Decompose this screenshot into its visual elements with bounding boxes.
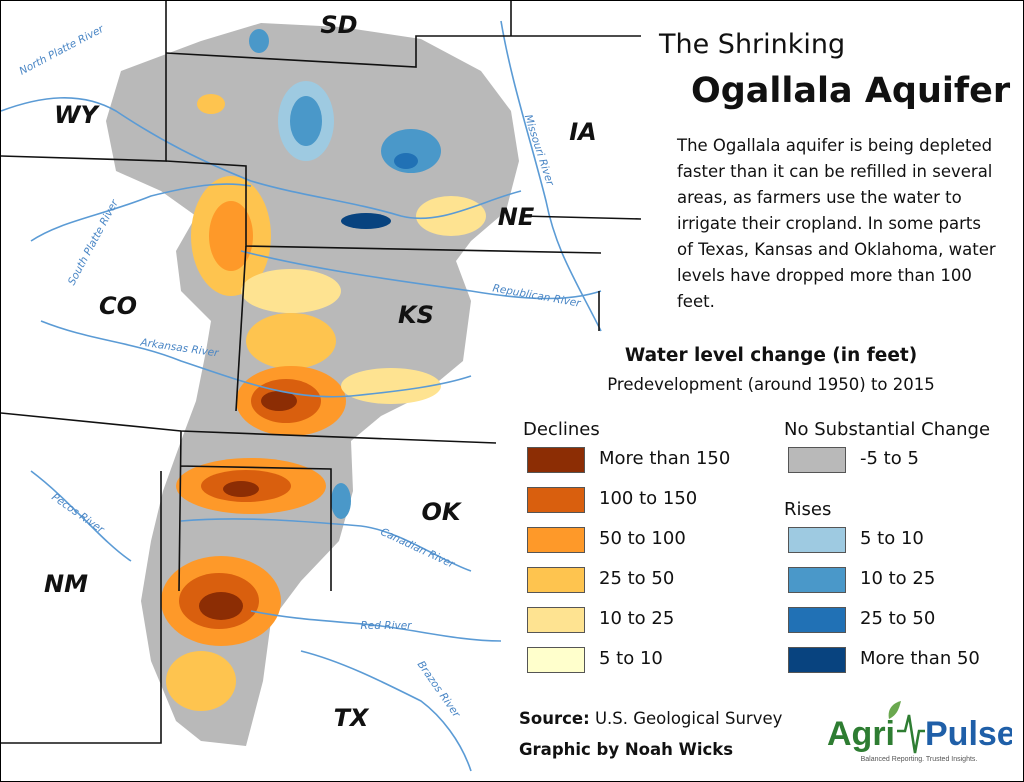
state-label: SD	[320, 11, 357, 39]
state-border	[178, 430, 332, 592]
river-label: Brazos River	[415, 659, 463, 720]
state-border	[165, 35, 641, 68]
logo-pulse-text: Pulse	[925, 715, 1012, 753]
legend-subtitle: Predevelopment (around 1950) to 2015	[607, 375, 935, 394]
legend-heading: Declines	[523, 419, 600, 440]
source-text: U.S. Geological Survey	[594, 709, 783, 728]
decline-area	[246, 313, 336, 369]
state-border	[235, 245, 247, 412]
river-label: South Platte River	[66, 197, 121, 287]
decline-area	[261, 391, 297, 411]
decline-area	[416, 196, 486, 236]
logo: Agri Pulse Balanced Reporting. Trusted I…	[827, 701, 1012, 763]
decline-area	[197, 94, 225, 114]
legend-title: Water level change (in feet)	[624, 345, 918, 366]
logo-agri: Agri	[827, 715, 895, 753]
rivers	[1, 20, 602, 772]
legend-heading: No Substantial Change	[784, 419, 991, 440]
river-label: Arkansas River	[139, 336, 220, 359]
legend-label: 5 to 10	[860, 528, 924, 549]
state-border	[520, 215, 642, 220]
river-label: Red River	[361, 620, 413, 632]
river	[500, 20, 602, 332]
logo-tagline: Balanced Reporting. Trusted Insights.	[861, 756, 978, 763]
state-label: WY	[54, 101, 100, 129]
decline-area	[223, 481, 259, 497]
source-label: Source:	[519, 709, 590, 728]
river	[250, 610, 502, 642]
river	[300, 650, 472, 772]
credit: Graphic by Noah Wicks	[519, 740, 734, 759]
logo-pulse	[897, 714, 925, 754]
legend-swatch	[527, 647, 585, 673]
source: Source: U.S. Geological Survey	[519, 709, 782, 728]
state-label: NE	[498, 203, 535, 231]
state-label: CO	[99, 292, 137, 320]
rise-area	[249, 29, 269, 53]
legend-swatch	[788, 647, 846, 673]
river	[240, 250, 602, 300]
legend-swatch	[527, 607, 585, 633]
legend-label: -5 to 5	[860, 448, 919, 469]
decline-area	[166, 651, 236, 711]
river-label: Republican River	[492, 282, 582, 309]
state-label: NM	[44, 570, 88, 598]
river	[40, 320, 472, 398]
river-label: North Platte River	[17, 23, 106, 78]
legend-label: 100 to 150	[599, 488, 698, 509]
legend-label: 25 to 50	[599, 568, 675, 589]
legend-swatch	[527, 487, 585, 513]
legend-label: 50 to 100	[599, 528, 686, 549]
state-label: OK	[422, 498, 463, 526]
decline-area	[209, 201, 253, 271]
legend-swatch	[788, 527, 846, 553]
legend-swatch	[527, 447, 585, 473]
legend-label: More than 150	[599, 448, 731, 469]
decline-area	[241, 269, 341, 313]
river	[1, 97, 522, 220]
rise-area	[394, 153, 418, 169]
legend-label: 5 to 10	[599, 648, 663, 669]
legend-swatch	[788, 607, 846, 633]
aquifer	[106, 23, 519, 746]
legend-label: 10 to 25	[860, 568, 936, 589]
title: Ogallala Aquifer	[691, 71, 1011, 111]
state-border	[1, 471, 162, 744]
river	[30, 470, 132, 562]
river-label: Pecos River	[49, 491, 106, 536]
state-border	[165, 160, 602, 254]
rise-area	[331, 483, 351, 519]
river	[30, 183, 252, 242]
river-label: Canadian River	[378, 526, 456, 571]
legend-label: 25 to 50	[860, 608, 936, 629]
legend-swatch	[788, 447, 846, 473]
legend-heading: Rises	[784, 499, 832, 520]
description: The Ogallala aquifer is being depleted f…	[677, 136, 996, 311]
legend-swatch	[527, 527, 585, 553]
state-label: TX	[334, 704, 370, 732]
rise-area	[341, 213, 391, 229]
state-label: IA	[569, 118, 597, 146]
decline-area	[199, 592, 243, 620]
legend-swatch	[788, 567, 846, 593]
title-line: The Shrinking	[659, 29, 846, 60]
legend-label: More than 50	[860, 648, 980, 669]
rise-area	[290, 96, 322, 146]
state-label: KS	[398, 301, 434, 329]
legend-swatch	[527, 567, 585, 593]
river	[180, 518, 472, 572]
logo-leaf	[888, 701, 901, 719]
state-borders	[1, 1, 642, 744]
legend-label: 10 to 25	[599, 608, 675, 629]
